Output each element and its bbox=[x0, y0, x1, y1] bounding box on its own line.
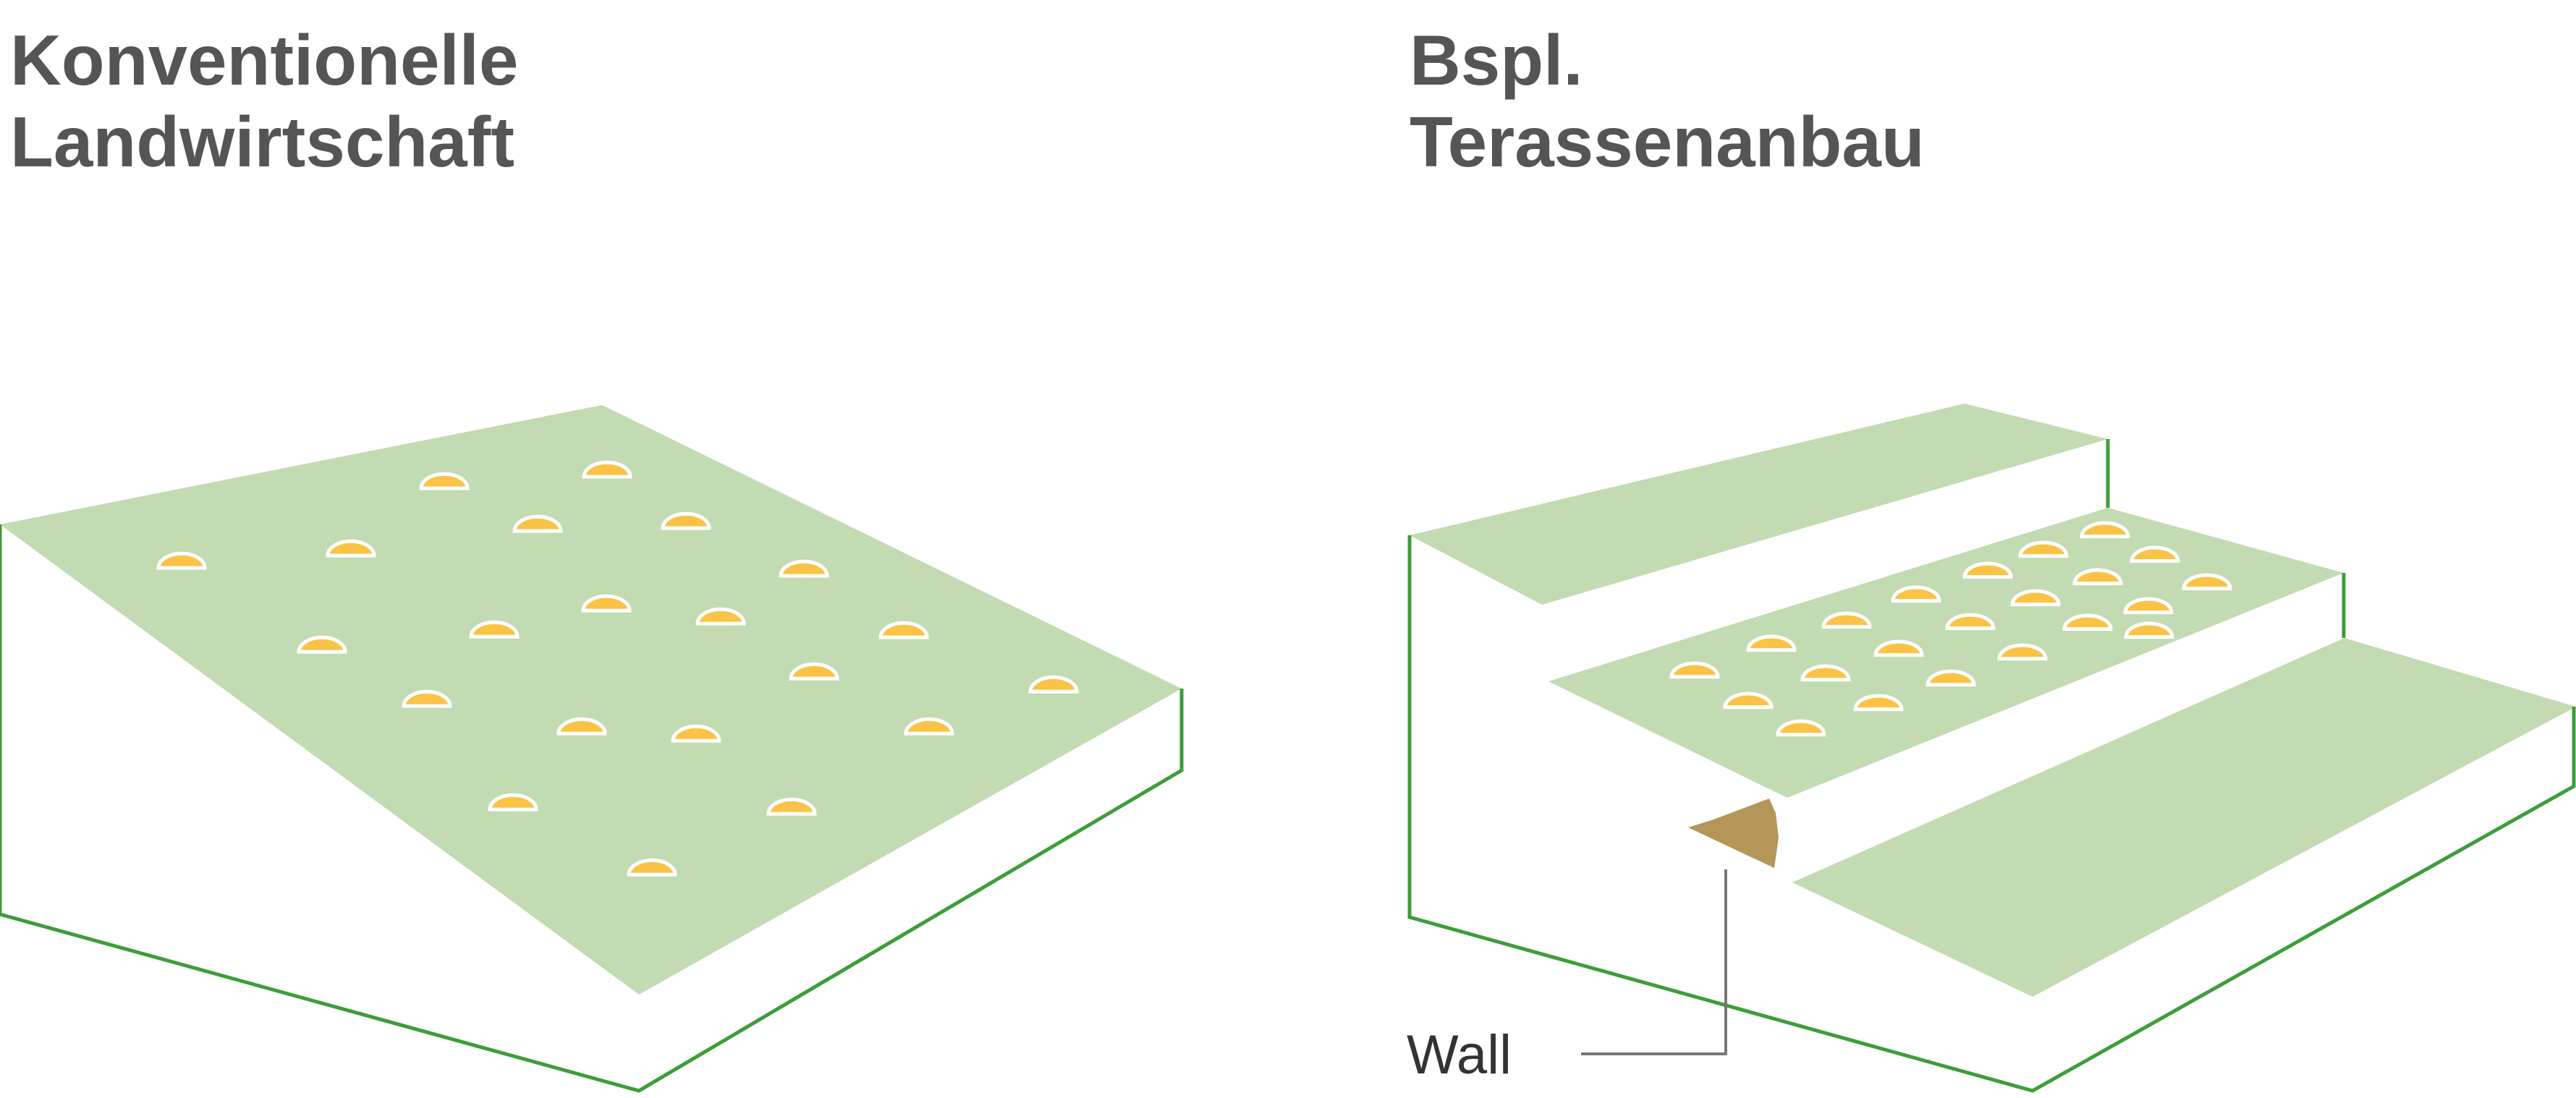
terrace-bottom-field bbox=[1792, 638, 2576, 997]
terrace-outline bbox=[1407, 535, 2576, 1093]
plant-icon bbox=[402, 689, 452, 708]
plant-icon bbox=[779, 559, 829, 578]
conventional-title-line-1: Konventionelle bbox=[10, 20, 519, 100]
wall-shape bbox=[1688, 799, 1779, 868]
plant-icon bbox=[1723, 691, 1774, 710]
conventional-plants bbox=[156, 460, 1079, 877]
plant-icon bbox=[1873, 639, 1924, 657]
plant-icon bbox=[581, 594, 632, 613]
terrace-slope bbox=[1407, 404, 2576, 1093]
plant-icon bbox=[671, 724, 721, 743]
plant-icon bbox=[878, 621, 929, 639]
plant-icon bbox=[1800, 664, 1851, 682]
plant-icon bbox=[1925, 669, 1976, 687]
wall-label: Wall bbox=[1407, 1024, 1512, 1086]
plant-icon bbox=[2130, 545, 2180, 563]
conventional-title-line-2: Landwirtschaft bbox=[10, 102, 514, 182]
terrace-title: Bspl. Terassenanbau bbox=[1410, 20, 1925, 183]
plant-icon bbox=[1669, 661, 1720, 679]
plant-icon bbox=[2062, 613, 2113, 631]
plant-icon bbox=[2072, 568, 2123, 586]
plant-icon bbox=[2018, 540, 2069, 558]
plant-icon bbox=[1746, 634, 1797, 652]
plant-icon bbox=[1891, 585, 1941, 603]
conventional-slope bbox=[0, 405, 1184, 1093]
terrace-middle-field bbox=[1548, 508, 2344, 798]
plant-icon bbox=[2080, 521, 2130, 539]
conventional-field bbox=[0, 405, 1182, 995]
terrace-title-line-2: Terassenanbau bbox=[1410, 102, 1925, 182]
plant-icon bbox=[419, 472, 470, 490]
plant-icon bbox=[582, 460, 632, 479]
plant-icon bbox=[2124, 621, 2174, 639]
plant-icon bbox=[326, 539, 376, 558]
conventional-outline bbox=[0, 524, 1184, 1093]
plant-icon bbox=[1962, 561, 2013, 579]
plant-icon bbox=[297, 635, 347, 654]
plant-icon bbox=[1853, 694, 1904, 712]
plant-icon bbox=[627, 858, 677, 877]
plant-icon bbox=[2010, 589, 2061, 607]
conventional-title: Konventionelle Landwirtschaft bbox=[10, 20, 518, 183]
plant-icon bbox=[469, 620, 520, 639]
plant-icon bbox=[488, 793, 538, 812]
plant-icon bbox=[766, 797, 817, 816]
plant-icon bbox=[1821, 611, 1872, 629]
plant-icon bbox=[661, 511, 711, 530]
plant-icon bbox=[2123, 597, 2174, 615]
plant-icon bbox=[904, 717, 954, 736]
terrace-plants bbox=[1669, 521, 2232, 737]
plant-icon bbox=[556, 717, 607, 736]
plant-icon bbox=[1776, 719, 1826, 737]
plant-icon bbox=[1997, 643, 2048, 661]
plant-icon bbox=[2182, 573, 2232, 591]
plant-icon bbox=[1028, 675, 1079, 694]
wall-leader-line bbox=[1581, 869, 1727, 1055]
plant-icon bbox=[789, 662, 839, 681]
terrace-top-field bbox=[1410, 404, 2108, 605]
plant-icon bbox=[512, 514, 563, 533]
plant-icon bbox=[1945, 613, 1996, 631]
plant-icon bbox=[156, 551, 207, 570]
plant-icon bbox=[695, 607, 746, 626]
terrace-title-line-1: Bspl. bbox=[1410, 20, 1583, 100]
